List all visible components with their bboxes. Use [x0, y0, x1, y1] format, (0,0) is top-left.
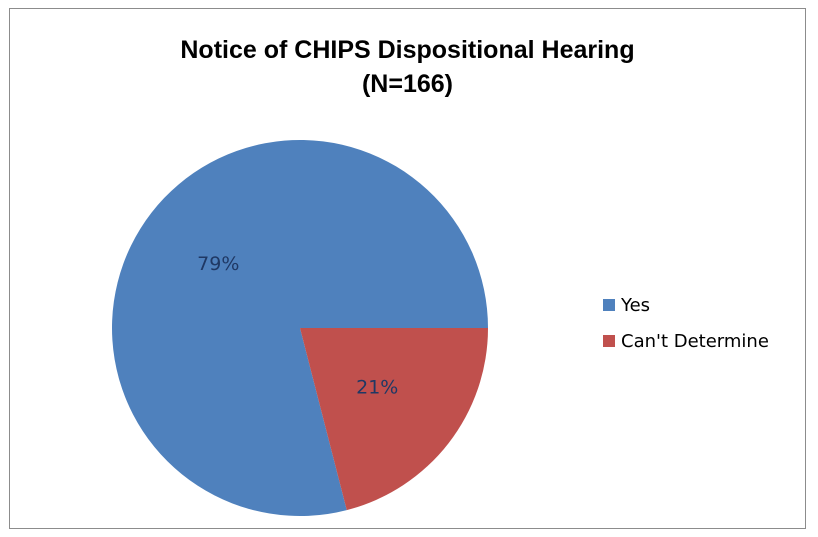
chart-title-block: Notice of CHIPS Dispositional Hearing (N…: [10, 33, 805, 101]
pie-slice-yes: [112, 139, 489, 516]
chart-title: Notice of CHIPS Dispositional Hearing: [180, 36, 635, 64]
pie-chart: 79% 21%: [112, 139, 489, 516]
data-label-yes: 79%: [197, 253, 239, 275]
legend-label-cant-determine: Can't Determine: [621, 330, 769, 352]
legend-swatch-yes: [603, 299, 615, 311]
chart-area: Notice of CHIPS Dispositional Hearing (N…: [9, 8, 806, 529]
legend: Yes Can't Determine: [603, 292, 769, 364]
legend-label-yes: Yes: [621, 294, 651, 316]
data-label-cant-determine: 21%: [356, 376, 398, 398]
legend-item-yes: Yes: [603, 292, 769, 318]
pie-slice-cant-determine: [300, 328, 488, 511]
legend-item-cant-determine: Can't Determine: [603, 328, 769, 354]
legend-swatch-cant-determine: [603, 335, 615, 347]
chart-subtitle: (N=166): [361, 70, 453, 98]
